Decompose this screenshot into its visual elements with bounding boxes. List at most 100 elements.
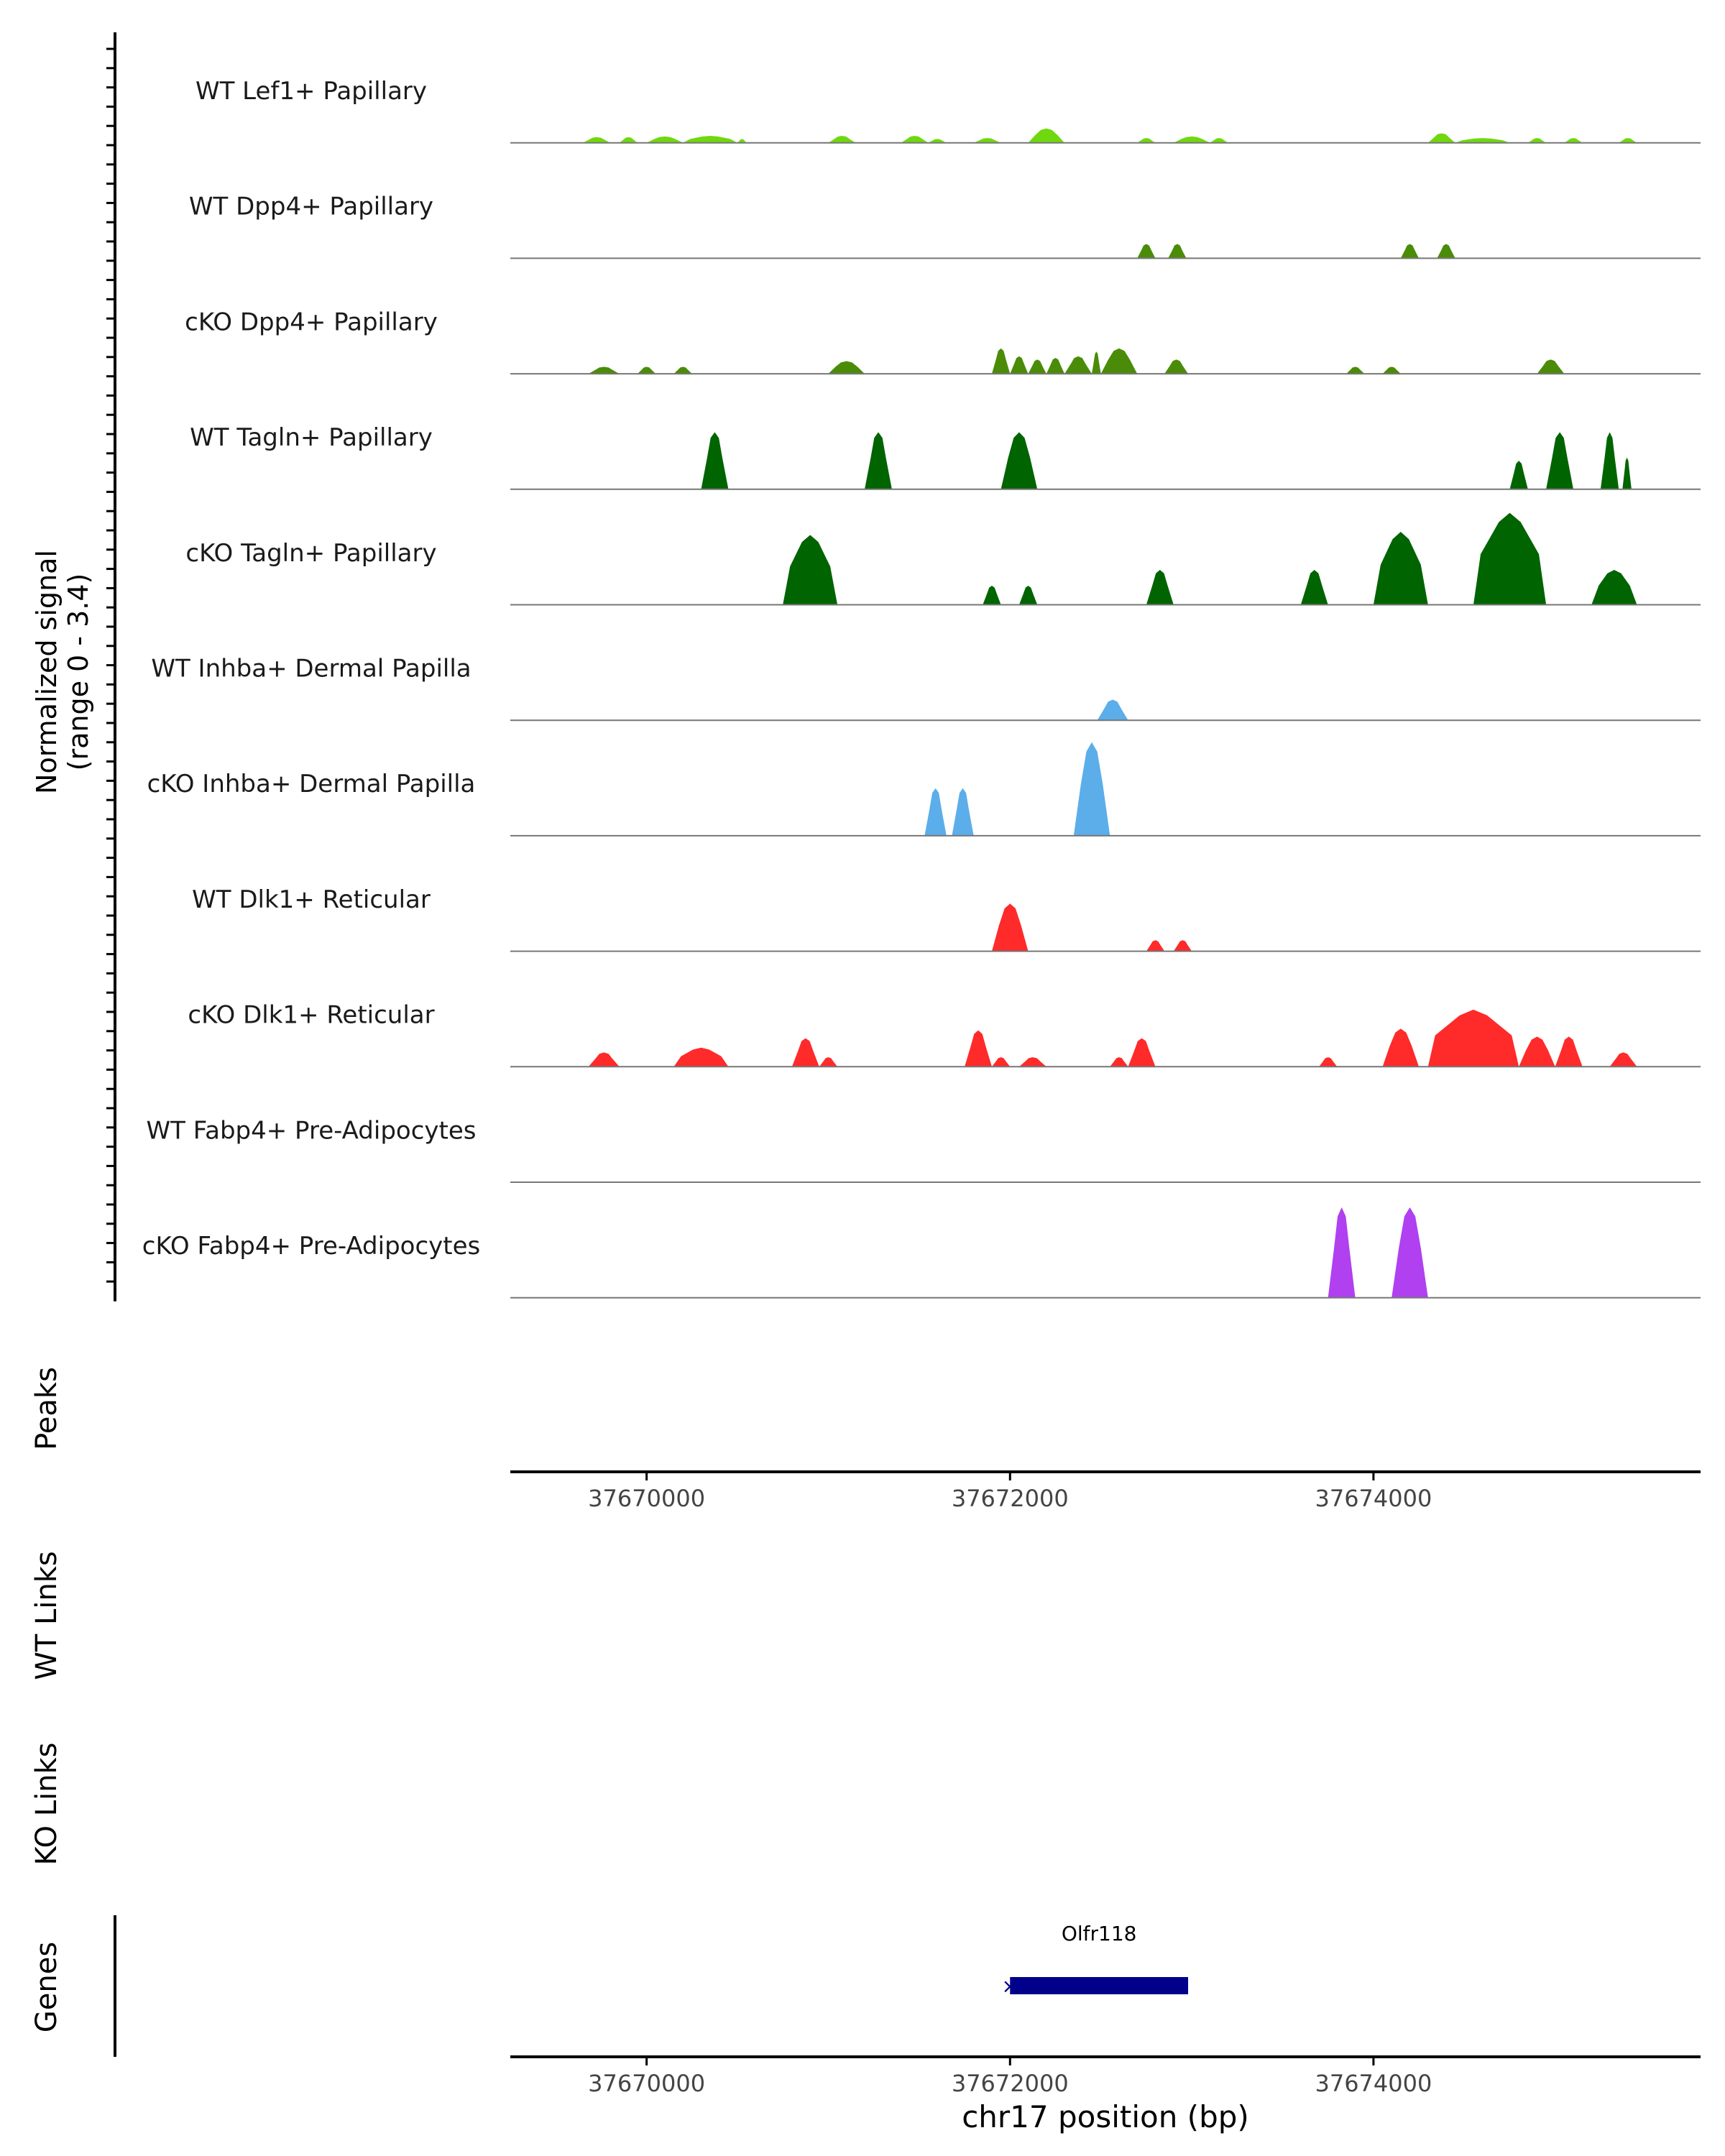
coverage-peak: [701, 432, 729, 489]
coverage-peak: [1392, 1207, 1428, 1298]
coverage-peak: [1622, 457, 1632, 489]
coverage-peak: [1346, 367, 1365, 374]
coverage-peak: [819, 1057, 838, 1067]
coverage-peak: [1173, 940, 1192, 952]
coverage-peak: [1073, 742, 1110, 836]
track-label: cKO Inhba+ Dermal Papilla: [147, 770, 476, 798]
track-label: WT Dlk1+ Reticular: [192, 885, 431, 914]
coverage-peak: [1382, 1028, 1420, 1067]
coverage-track: WT Lef1+ Papillary: [196, 77, 1701, 144]
coverage-peak: [1382, 367, 1401, 374]
coverage-peak: [1128, 1038, 1156, 1067]
coverage-peak: [1609, 1052, 1637, 1067]
coverage-peak: [1555, 1036, 1583, 1067]
coverage-peak: [673, 1047, 729, 1067]
y-axis-title-line1: Normalized signal: [31, 550, 63, 794]
coverage-peak: [901, 136, 929, 143]
coverage-track: cKO Inhba+ Dermal Papilla: [147, 742, 1701, 837]
coverage-peak: [1437, 244, 1455, 259]
coverage-peak: [1619, 138, 1637, 143]
peaks-panel-label: Peaks: [30, 1367, 63, 1450]
coverage-peak: [1164, 359, 1188, 374]
coverage-peak: [1509, 461, 1528, 489]
coverage-peak: [1427, 1009, 1519, 1067]
coverage-peak: [1519, 1036, 1555, 1067]
coverage-track: WT Tagln+ Papillary: [190, 423, 1701, 490]
coverage-track: WT Dlk1+ Reticular: [192, 885, 1701, 952]
x-tick-label: 37674000: [1315, 2070, 1432, 2097]
coverage-track: cKO Dpp4+ Papillary: [185, 308, 1701, 375]
coverage-peak: [992, 1057, 1011, 1067]
coverage-peak: [1046, 358, 1065, 374]
track-label: cKO Dlk1+ Reticular: [188, 1001, 434, 1030]
x-axis-top: 37670000 37672000 37674000: [510, 1470, 1701, 1512]
coverage-peak: [1591, 570, 1637, 605]
coverage-peak: [992, 903, 1029, 952]
coverage-peak: [1328, 1207, 1356, 1298]
coverage-peak: [1110, 1057, 1128, 1067]
coverage-peak: [1146, 940, 1165, 952]
x-tick-label: 37672000: [952, 2070, 1069, 2097]
track-label: WT Inhba+ Dermal Papilla: [151, 655, 471, 683]
gene-label: Olfr118: [1062, 1922, 1137, 1945]
coverage-peak: [1600, 432, 1619, 489]
coverage-peak: [1300, 570, 1328, 605]
gene-strand-marker: ×: [1002, 1974, 1018, 1998]
coverage-peak: [683, 136, 737, 143]
coverage-peak: [952, 788, 974, 836]
coverage-peak: [828, 136, 856, 143]
coverage-track: WT Fabp4+ Pre-Adipocytes: [147, 1116, 1701, 1183]
genes-panel-label: Genes: [30, 1942, 63, 2032]
coverage-peak: [1537, 359, 1565, 374]
coverage-peak: [1000, 432, 1038, 489]
x-tick-label: 37670000: [588, 1485, 705, 1512]
coverage-peak: [783, 535, 838, 605]
track-label: cKO Fabp4+ Pre-Adipocytes: [142, 1232, 481, 1261]
coverage-peak: [673, 367, 692, 374]
ko-links-panel-label: KO Links: [30, 1743, 63, 1866]
wt-links-panel-label: WT Links: [30, 1551, 63, 1680]
coverage-peak: [1319, 1057, 1338, 1067]
x-tick-label: 37670000: [588, 2070, 705, 2097]
gene-annotation: Olfr118 ×: [1002, 1922, 1189, 1998]
coverage-axis: [106, 32, 116, 1302]
coverage-peak: [1018, 1057, 1046, 1067]
coverage-peak: [865, 432, 892, 489]
coverage-peak: [791, 1038, 819, 1067]
coverage-peak: [1146, 570, 1174, 605]
coverage-peak: [1010, 356, 1029, 374]
coverage-peak: [992, 348, 1011, 374]
coverage-peak: [638, 367, 656, 374]
coverage-track: WT Inhba+ Dermal Papilla: [151, 655, 1701, 722]
x-tick-label: 37672000: [952, 1485, 1069, 1512]
coverage-peak: [588, 1052, 620, 1067]
track-label: WT Lef1+ Papillary: [196, 77, 427, 106]
coverage-peak: [924, 788, 947, 836]
y-axis-title-line2: (range 0 - 3.4): [63, 573, 94, 771]
coverage-peak: [828, 361, 865, 374]
coverage-peak: [1100, 348, 1138, 374]
track-label: WT Fabp4+ Pre-Adipocytes: [147, 1116, 477, 1145]
coverage-track: cKO Fabp4+ Pre-Adipocytes: [142, 1207, 1701, 1299]
coverage-peak: [965, 1030, 992, 1067]
coverage-track: cKO Dlk1+ Reticular: [188, 1001, 1701, 1068]
gene-body: [1010, 1977, 1189, 1994]
coverage-peak: [1527, 138, 1547, 143]
coverage-track: cKO Tagln+ Papillary: [185, 512, 1701, 606]
coverage-peak: [1173, 136, 1210, 143]
coverage-peak: [1210, 138, 1228, 143]
coverage-peak: [973, 138, 1001, 143]
coverage-peak: [1168, 244, 1187, 259]
x-axis-bottom: 37670000 37672000 37674000: [510, 2055, 1701, 2097]
track-label: WT Dpp4+ Papillary: [189, 193, 433, 221]
coverage-peak: [928, 139, 947, 143]
coverage-peak: [1064, 356, 1092, 374]
coverage-peak: [619, 137, 638, 143]
coverage-tracks: WT Lef1+ Papillary WT Dpp4+ Papillary cKO …: [142, 77, 1701, 1299]
coverage-peak: [1137, 244, 1156, 259]
coverage-peak: [1427, 133, 1455, 143]
coverage-peak: [1546, 432, 1573, 489]
coverage-peak: [1137, 138, 1156, 143]
track-label: cKO Tagln+ Papillary: [185, 539, 436, 568]
